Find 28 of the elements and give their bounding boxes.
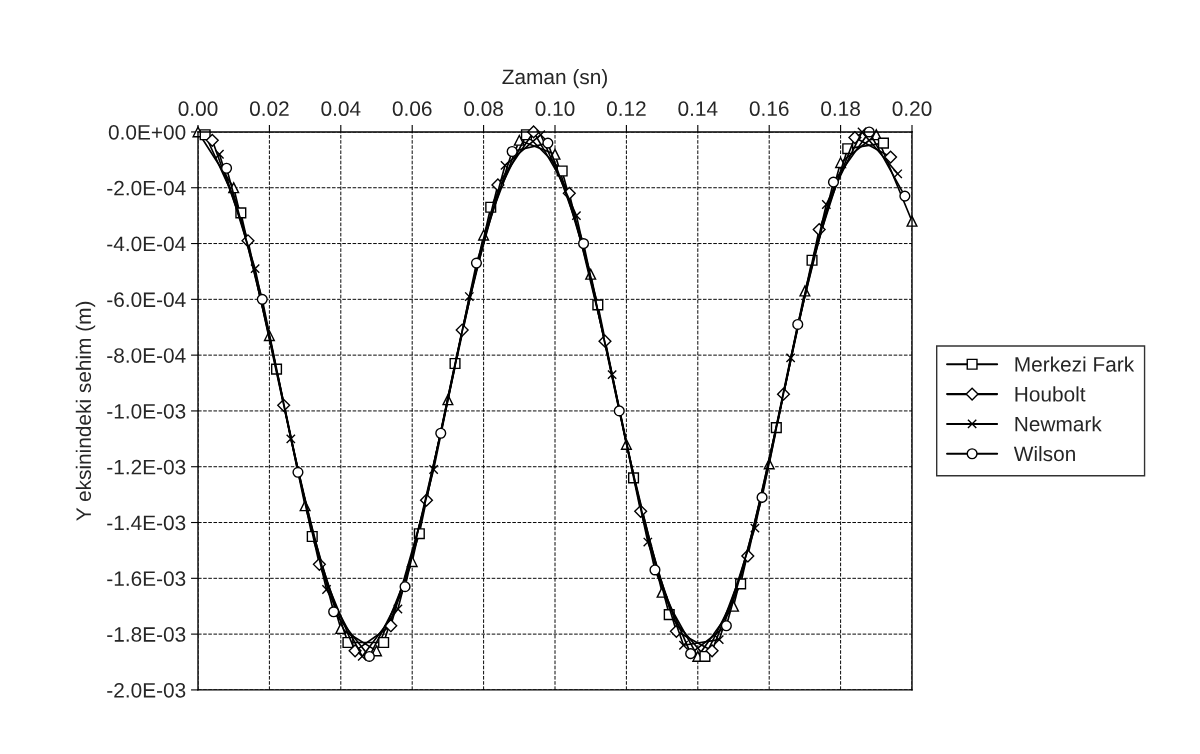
legend-label: Merkezi Fark: [1015, 356, 1135, 372]
y-tick-label: -2.0E-03: [107, 682, 186, 698]
x-tick-label: 0.00: [178, 101, 218, 117]
x-tick-label: 0.20: [892, 101, 932, 117]
y-tick-label: -1.0E-03: [107, 403, 186, 419]
x-tick-label: 0.16: [749, 101, 789, 117]
legend-label: Wilson: [1013, 445, 1075, 462]
x-axis-title: Zaman (sn): [502, 68, 607, 89]
x-tick-label: 0.04: [321, 101, 361, 117]
x-tick-label: 0.18: [821, 101, 860, 117]
x-tick-label: 0.12: [606, 101, 646, 117]
x-tick-label: 0.02: [249, 101, 289, 117]
legend-label: Newmark: [1015, 416, 1102, 432]
x-tick-label: 0.10: [535, 101, 575, 117]
legend-label: Houbolt: [1015, 386, 1086, 402]
y-tick-label: -4.0E-04: [107, 236, 186, 252]
y-tick-label: 0.0E+00: [108, 124, 186, 140]
y-tick-label: -2.0E-04: [107, 180, 186, 196]
y-axis-title: Y eksinindeki sehim (m): [75, 301, 96, 521]
x-tick-label: 0.06: [392, 101, 432, 117]
y-tick-label: -1.4E-03: [107, 515, 186, 531]
x-tick-label: 0.14: [678, 101, 718, 117]
y-tick-label: -8.0E-04: [107, 348, 186, 363]
y-tick-label: -1.8E-03: [107, 627, 186, 642]
y-tick-label: -6.0E-04: [107, 292, 186, 308]
y-tick-label: -1.2E-03: [107, 459, 186, 475]
x-tick-label: 0.08: [464, 101, 503, 117]
y-tick-label: -1.6E-03: [107, 571, 186, 587]
